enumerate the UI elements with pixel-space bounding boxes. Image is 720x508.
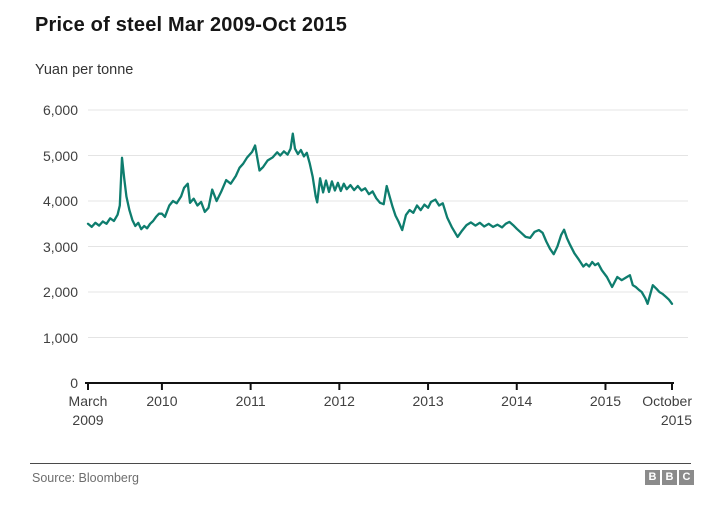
x-tick-label: March 2009 <box>42 392 134 430</box>
y-tick-label: 2,000 <box>42 284 78 300</box>
x-tick-label: 2015 <box>559 392 651 411</box>
x-tick-label: 2011 <box>205 392 297 411</box>
y-tick-label: 6,000 <box>42 102 78 118</box>
x-tick-label-line: 2010 <box>146 393 178 409</box>
y-tick-label: 1,000 <box>42 329 78 346</box>
chart-subtitle: Yuan per tonne <box>35 62 134 78</box>
x-tick-label-line: 2012 <box>323 393 355 409</box>
line-chart-svg <box>85 109 688 390</box>
x-tick-label-line: 2011 <box>235 393 266 409</box>
x-axis <box>85 382 674 390</box>
x-tick-label-line: March <box>68 393 108 409</box>
x-tick-label-line: 2014 <box>501 393 533 409</box>
steel-price-line <box>86 132 674 305</box>
x-tick-label: 2012 <box>293 392 385 411</box>
gridlines <box>88 109 688 338</box>
x-tick-label-line: October <box>642 393 692 409</box>
source-label: Source: Bloomberg <box>32 471 140 485</box>
bbc-logo-letter-c: C <box>679 470 694 485</box>
bbc-logo-letter-b2: B <box>662 470 677 485</box>
x-tick-label: 2013 <box>382 392 474 411</box>
x-tick-label-line: 2015 <box>589 393 622 409</box>
x-tick-label: 2010 <box>116 392 208 411</box>
y-tick-label: 5,000 <box>42 147 78 164</box>
x-tick-label: October 2015 <box>600 392 692 430</box>
footer-divider <box>30 463 691 464</box>
bbc-logo: B B C <box>645 470 694 485</box>
bbc-logo-letter-b1: B <box>645 470 660 485</box>
x-tick-label: 2014 <box>471 392 563 411</box>
x-tick-label-line: 2009 <box>72 412 104 428</box>
y-tick-label: 0 <box>70 375 78 391</box>
chart-title: Price of steel Mar 2009-Oct 2015 <box>35 14 348 36</box>
y-tick-label: 3,000 <box>42 238 78 255</box>
y-tick-label: 4,000 <box>42 193 78 209</box>
x-tick-label-line: 2013 <box>412 393 444 409</box>
x-tick-label-line: 2015 <box>660 412 692 428</box>
